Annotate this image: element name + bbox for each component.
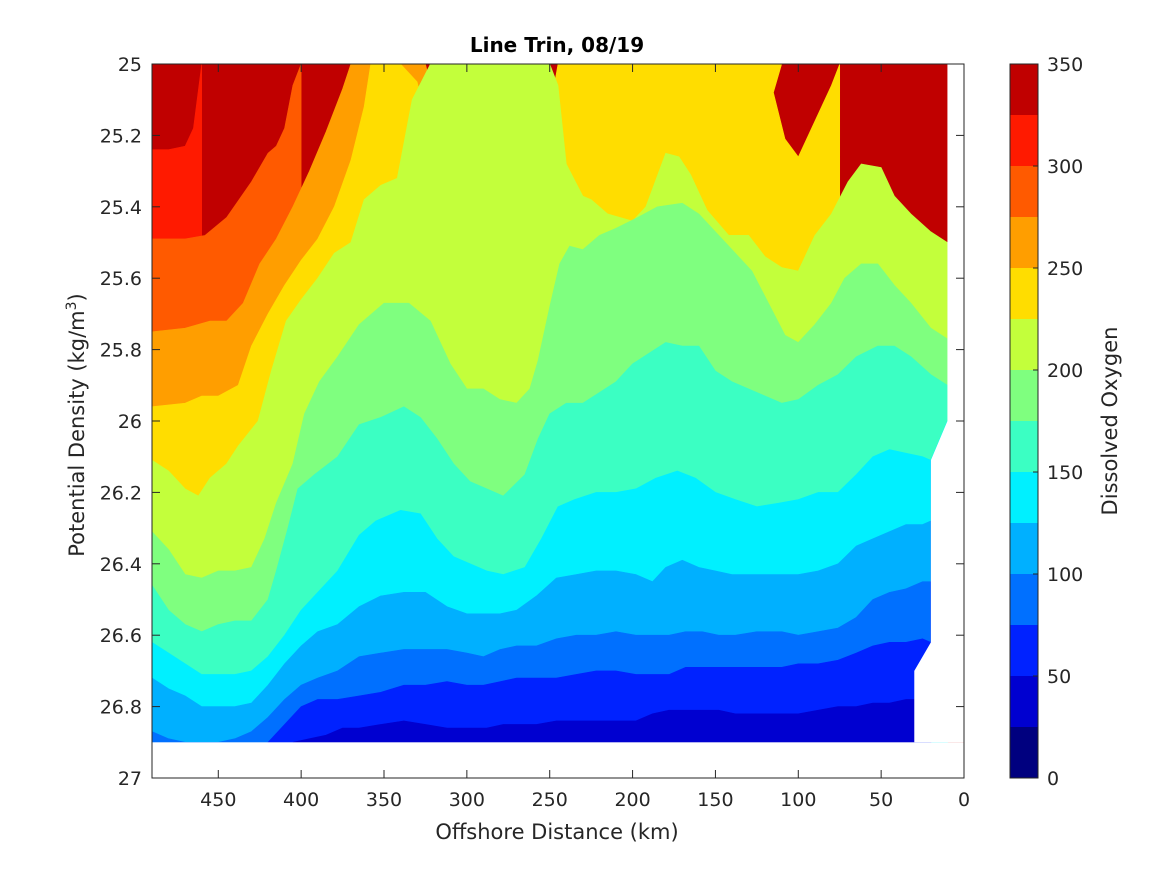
- y-tick-label: 25.6: [100, 268, 142, 290]
- x-tick-label: 350: [366, 789, 402, 811]
- colorbar-segment: [1010, 166, 1038, 217]
- colorbar-label: Dissolved Oxygen: [1098, 327, 1122, 516]
- y-tick-label: 25.8: [100, 340, 142, 362]
- x-tick-label: 300: [449, 789, 485, 811]
- chart-title: Line Trin, 08/19: [470, 33, 644, 57]
- colorbar-segment: [1010, 625, 1038, 676]
- contour-band-75: [267, 581, 932, 743]
- colorbar-segment: [1010, 64, 1038, 115]
- colorbar-tick-label: 300: [1047, 156, 1083, 178]
- y-tick-label: 25: [118, 54, 142, 76]
- x-tick-label: 50: [869, 789, 893, 811]
- contour-plot-area: [152, 64, 964, 778]
- y-axis-label-superscript: 3: [64, 301, 80, 310]
- colorbar-tick-label: 350: [1047, 54, 1083, 76]
- x-tick-label: 100: [780, 789, 816, 811]
- colorbar-tick-label: 150: [1047, 462, 1083, 484]
- x-tick-label: 450: [200, 789, 236, 811]
- y-tick-label: 26.8: [100, 697, 142, 719]
- colorbar-tick-label: 200: [1047, 360, 1083, 382]
- y-tick-label: 27: [118, 768, 142, 790]
- x-axis-ticks: 450 400 350 300 250 200 150 100 50 0: [200, 64, 970, 811]
- colorbar-segment: [1010, 217, 1038, 268]
- colorbar-segment: [1010, 523, 1038, 574]
- no-data-region-right: [914, 64, 964, 743]
- y-axis-ticks: 25 25.2 25.4 25.6 25.8 26 26.2 26.4 26.6 26.8 27: [100, 54, 964, 790]
- y-axis-label-close: ): [65, 293, 89, 301]
- x-axis-label: Offshore Distance (km): [435, 820, 678, 844]
- colorbar-tick-label: 0: [1047, 768, 1059, 790]
- x-tick-label: 150: [697, 789, 733, 811]
- colorbar-tick-label: 100: [1047, 564, 1083, 586]
- y-tick-label: 26.2: [100, 482, 142, 504]
- colorbar-segment: [1010, 268, 1038, 319]
- y-tick-label: 25.4: [100, 197, 142, 219]
- colorbar-segment: [1010, 370, 1038, 421]
- y-tick-label: 26: [118, 411, 142, 433]
- no-data-region-bottom: [152, 742, 964, 778]
- colorbar-segment: [1010, 115, 1038, 166]
- colorbar-segment: [1010, 319, 1038, 370]
- y-axis-label-main: Potential Density (kg/m: [65, 310, 89, 556]
- colorbar-tick-label: 50: [1047, 666, 1071, 688]
- colorbar: 0 50 100 150 200 250 300 350: [1009, 54, 1083, 790]
- x-tick-label: 0: [958, 789, 970, 811]
- x-tick-label: 250: [532, 789, 568, 811]
- y-tick-label: 26.4: [100, 554, 142, 576]
- colorbar-frame: [1009, 63, 1039, 779]
- colorbar-segment: [1010, 727, 1038, 778]
- y-axis-label: Potential Density (kg/m3): [64, 293, 89, 557]
- y-tick-label: 25.2: [100, 125, 142, 147]
- colorbar-segment: [1010, 574, 1038, 625]
- x-tick-label: 200: [614, 789, 650, 811]
- colorbar-segment: [1010, 676, 1038, 727]
- colorbar-tick-label: 250: [1047, 258, 1083, 280]
- y-tick-label: 26.6: [100, 625, 142, 647]
- colorbar-segment: [1010, 421, 1038, 472]
- colorbar-segment: [1010, 472, 1038, 523]
- x-tick-label: 400: [283, 789, 319, 811]
- contour-band-50: [292, 699, 915, 743]
